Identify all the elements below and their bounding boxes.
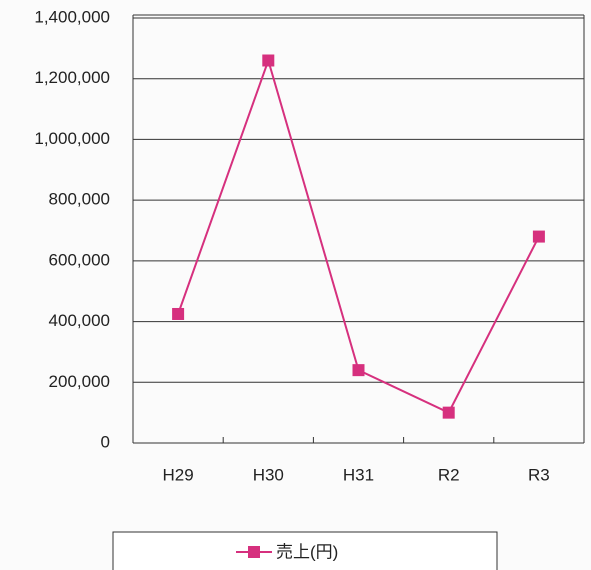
y-tick-label: 1,400,000 (34, 7, 110, 26)
legend-marker (248, 546, 260, 558)
y-tick-label: 200,000 (49, 372, 110, 391)
series-line (177, 57, 540, 414)
y-tick-label: 1,000,000 (34, 129, 110, 148)
point-marker (262, 54, 275, 67)
y-tick-label: 600,000 (49, 250, 110, 269)
x-tick-label: H30 (253, 465, 284, 484)
x-tick-label: R3 (528, 465, 550, 484)
point-marker (442, 406, 455, 419)
x-tick-label: R2 (438, 465, 460, 484)
y-tick-label: 0 (101, 432, 110, 451)
y-tick-label: 400,000 (49, 311, 110, 330)
point-marker (172, 307, 185, 320)
y-tick-label: 800,000 (49, 190, 110, 209)
point-marker (532, 230, 545, 243)
y-tick-label: 1,200,000 (34, 68, 110, 87)
legend-box (112, 531, 498, 570)
legend-label: 売上(円) (276, 542, 338, 561)
point-marker (352, 364, 365, 377)
x-tick-label: H29 (163, 465, 194, 484)
x-tick-label: H31 (343, 465, 374, 484)
